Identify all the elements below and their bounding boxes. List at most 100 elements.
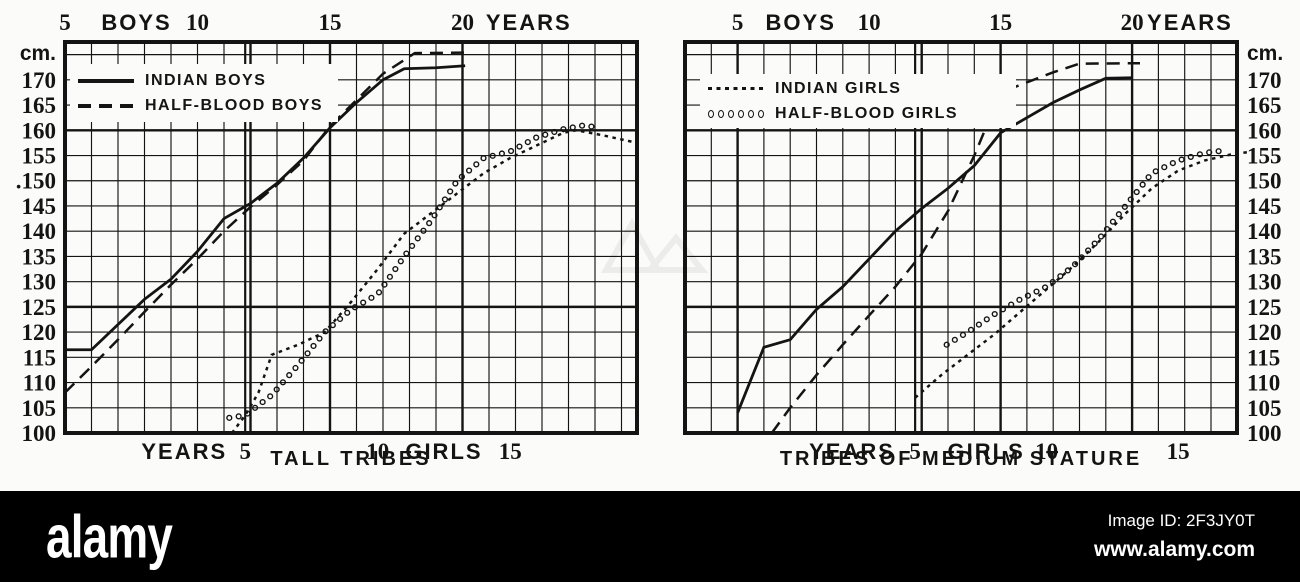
half-blood-girls-curve [226,122,595,421]
circle-marker [1115,211,1122,218]
circle-marker [498,150,506,157]
half-blood-boys-curve [64,51,468,394]
solid-line-sample-icon [78,78,134,83]
half-blood-boys-curve [770,61,1141,434]
top-axis-label: 10 [186,10,209,35]
circle-marker [298,357,305,364]
website-text: www.alamy.com [1093,537,1255,561]
circle-marker [1109,218,1117,225]
top-axis-label: 15 [989,10,1012,35]
top-axis-label: YEARS [1147,10,1233,35]
circle-marker [292,364,299,372]
circle-marker [1071,261,1079,268]
y-tick-label: 110 [23,371,56,396]
circle-marker [473,161,480,168]
circle-marker [1178,156,1185,163]
circle-marker [279,379,287,386]
y-tick-label: 130 [1247,270,1282,295]
bottom-axis-label: 15 [499,439,522,464]
y-tick-label: 105 [22,396,57,421]
watermark-bar: alamy Image ID: 2F3JY0T www.alamy.com [0,491,1300,582]
circle-marker [967,326,975,333]
y-tick-label: 100 [1247,421,1282,446]
circle-marker [1064,267,1071,274]
plot-border [63,40,639,435]
circle-marker [1139,181,1146,188]
circle-marker [533,134,540,141]
circle-marker [1033,288,1040,295]
circle-marker [551,128,558,136]
y-tick-label: 165 [1247,93,1282,118]
circle-marker [1016,296,1023,303]
top-axis-label: 10 [858,10,881,35]
y-tick-label: 120 [1247,320,1282,345]
bottom-axis-label: GIRLS [405,439,482,464]
circle-marker [983,316,990,323]
circle-marker [1187,153,1194,161]
legend-label: HALF-BLOOD GIRLS [775,104,959,122]
circle-marker [507,147,515,155]
circle-marker [1085,247,1092,254]
circle-marker [235,413,242,420]
circle-marker [420,227,427,234]
y-tick-label: 170 [1247,68,1282,93]
circle-marker [244,410,251,417]
y-tick-label: 170 [22,68,57,93]
circle-marker [1041,284,1049,291]
y-tick-label: 125 [22,295,57,320]
circle-marker [304,350,311,357]
circle-marker [1152,168,1159,175]
circle-marker [1133,188,1140,196]
circle-marker [267,393,274,400]
circle-marker [408,242,416,250]
y-tick-label: 115 [1247,345,1280,370]
circle-marker [1024,292,1032,299]
chart-title-medium-stature: TRIBES OF MEDIUM STATURE [779,448,1143,470]
circle-marker [959,331,967,339]
bottom-axis-label: GIRLS [948,439,1025,464]
circle-marker [542,131,549,138]
circle-marker [322,328,329,335]
indian-girls-curve [230,129,638,434]
circle-marker [1161,164,1168,171]
circle-marker [1057,273,1064,280]
image-id-text: Image ID: 2F3JY0T [1107,511,1255,530]
plot-border [683,40,1239,435]
circle-marker [1215,148,1222,155]
circle-marker [480,155,487,162]
circle-marker [975,321,983,328]
circle-marker [578,122,586,129]
y-tick-label: 145 [1247,194,1282,219]
circle-marker [344,309,351,316]
circle-marker [368,294,375,301]
legend-item-indian-boys: INDIAN BOYS [78,72,330,90]
y-tick-label: 135 [1247,244,1282,269]
legend-medium-stature: INDIAN GIRLS HALF-BLOOD GIRLS [700,74,1016,128]
chart-title-tall-tribes: TALL TRIBES [270,448,432,470]
circle-marker [489,152,496,159]
y-tick-label: 125 [1247,295,1282,320]
circle-marker [441,196,449,203]
circle-marker [436,204,443,211]
circle-marker [386,273,394,280]
y-axis-unit-label: cm. [1247,42,1283,65]
circle-marker [1049,278,1056,286]
y-tick-label: 160 [22,118,57,143]
legend-item-half-blood-girls: HALF-BLOOD GIRLS [708,105,1008,123]
bottom-axis-label: YEARS [141,439,227,464]
circle-marker [991,310,998,318]
top-axis-label: 5 [59,10,71,35]
circle-marker [999,306,1007,313]
circle-marker [1206,149,1213,156]
circle-marker [392,265,399,273]
legend-label: INDIAN GIRLS [775,79,902,97]
y-tick-label: 165 [22,93,57,118]
circle-marker [1145,174,1152,181]
y-tick-label: 120 [22,320,57,345]
y-axis-unit-label: cm. [20,42,56,65]
y-tick-label: 155 [22,144,57,169]
alamy-logo: alamy [46,502,173,571]
y-tick-label: 130 [22,270,57,295]
